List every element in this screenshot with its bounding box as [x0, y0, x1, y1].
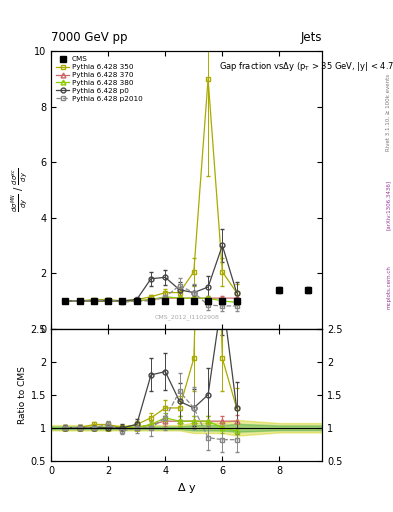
Y-axis label: $\frac{d\sigma^{MN}}{dy}~/~\frac{d\sigma^{xc}}{dy}$: $\frac{d\sigma^{MN}}{dy}~/~\frac{d\sigma… [9, 168, 30, 212]
Text: [arXiv:1306.3436]: [arXiv:1306.3436] [386, 180, 391, 230]
X-axis label: $\Delta$ y: $\Delta$ y [177, 481, 196, 495]
Legend: CMS, Pythia 6.428 350, Pythia 6.428 370, Pythia 6.428 380, Pythia 6.428 p0, Pyth: CMS, Pythia 6.428 350, Pythia 6.428 370,… [55, 55, 144, 103]
Text: mcplots.cern.ch: mcplots.cern.ch [386, 265, 391, 309]
Text: Gap fraction vs$\Delta$y (p$_{\rm T}$ > 35 GeV, |y| < 4.7): Gap fraction vs$\Delta$y (p$_{\rm T}$ > … [219, 59, 393, 73]
Y-axis label: Ratio to CMS: Ratio to CMS [18, 366, 27, 423]
Text: Rivet 3.1.10, ≥ 100k events: Rivet 3.1.10, ≥ 100k events [386, 74, 391, 151]
Text: 7000 GeV pp: 7000 GeV pp [51, 31, 128, 44]
Text: CMS_2012_I1102908: CMS_2012_I1102908 [154, 315, 219, 321]
Text: Jets: Jets [301, 31, 322, 44]
